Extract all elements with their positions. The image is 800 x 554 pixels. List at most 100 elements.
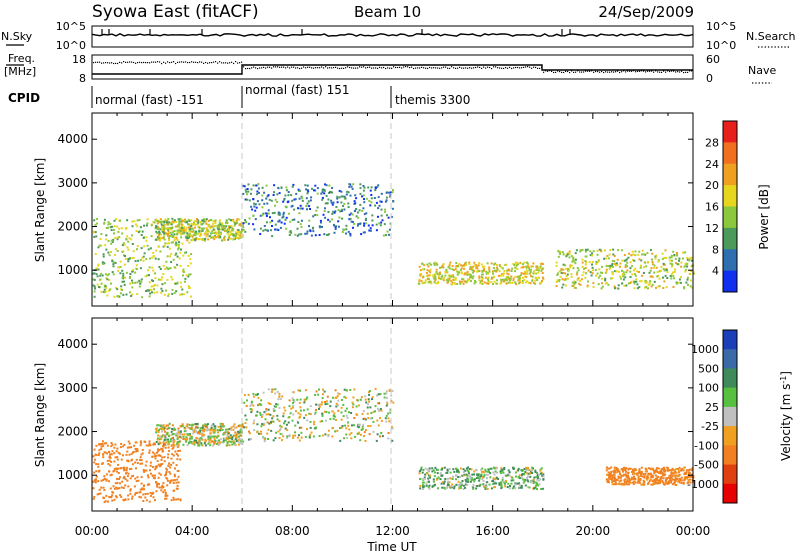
data-cell bbox=[536, 266, 539, 269]
data-cell bbox=[533, 476, 536, 479]
data-cell bbox=[323, 233, 326, 236]
data-cell bbox=[332, 417, 335, 420]
data-cell bbox=[437, 282, 440, 284]
data-cell bbox=[541, 280, 543, 282]
data-cell bbox=[655, 266, 658, 269]
data-cell bbox=[310, 234, 313, 237]
nave-dot bbox=[487, 66, 489, 68]
data-cell bbox=[291, 406, 294, 409]
data-cell bbox=[418, 279, 421, 282]
data-cell bbox=[176, 444, 179, 447]
data-cell bbox=[199, 221, 202, 224]
velocity-ylabel: Slant Range [km] bbox=[33, 363, 47, 467]
data-cell bbox=[242, 440, 245, 443]
data-cell bbox=[235, 233, 238, 236]
data-cell bbox=[172, 220, 175, 223]
data-cell bbox=[151, 291, 153, 294]
freq-label: Freq. bbox=[8, 52, 35, 65]
data-cell bbox=[359, 439, 362, 442]
data-cell bbox=[525, 477, 528, 479]
data-cell bbox=[633, 254, 636, 256]
data-cell bbox=[237, 233, 240, 236]
data-cell bbox=[617, 477, 620, 479]
data-cell bbox=[250, 409, 253, 412]
data-cell bbox=[436, 472, 439, 475]
data-cell bbox=[190, 253, 193, 256]
nave-dot bbox=[499, 67, 501, 69]
nave-dot bbox=[589, 70, 591, 72]
data-cell bbox=[473, 261, 476, 264]
data-cell bbox=[200, 437, 203, 440]
data-cell bbox=[670, 273, 673, 276]
data-cell bbox=[648, 271, 651, 274]
data-cell bbox=[348, 185, 351, 188]
data-cell bbox=[634, 250, 637, 253]
data-cell bbox=[155, 230, 158, 233]
nsky-right-bottom: 10^0 bbox=[706, 39, 736, 52]
data-cell bbox=[242, 184, 245, 187]
data-cell bbox=[629, 467, 632, 470]
data-cell bbox=[178, 439, 181, 442]
data-cell bbox=[686, 262, 689, 265]
data-cell bbox=[211, 435, 214, 438]
data-cell bbox=[506, 272, 509, 275]
data-cell bbox=[505, 279, 508, 282]
nave-dot bbox=[501, 67, 503, 69]
nave-dot bbox=[675, 71, 677, 73]
data-cell bbox=[213, 436, 216, 439]
data-cell bbox=[587, 280, 589, 283]
data-cell bbox=[180, 248, 182, 251]
data-cell bbox=[173, 239, 176, 242]
data-cell bbox=[362, 207, 365, 210]
data-cell bbox=[141, 462, 144, 465]
data-cell bbox=[661, 258, 664, 260]
nave-dot bbox=[317, 67, 319, 69]
data-cell bbox=[670, 256, 673, 259]
data-cell bbox=[282, 412, 285, 415]
data-cell bbox=[352, 403, 355, 406]
data-cell bbox=[456, 470, 459, 473]
nave-dot bbox=[417, 67, 419, 69]
data-cell bbox=[380, 214, 383, 217]
x-tick-label: 00:00 bbox=[676, 524, 711, 538]
nave-dot bbox=[267, 66, 269, 68]
data-cell bbox=[369, 417, 372, 420]
data-cell bbox=[139, 226, 142, 229]
data-cell bbox=[428, 484, 431, 487]
data-cell bbox=[267, 194, 270, 197]
data-cell bbox=[140, 278, 143, 281]
data-cell bbox=[534, 471, 537, 473]
data-cell bbox=[183, 220, 186, 223]
data-cell bbox=[127, 260, 130, 263]
data-cell bbox=[294, 233, 297, 236]
data-cell bbox=[168, 242, 170, 245]
data-cell bbox=[242, 228, 245, 231]
data-cell bbox=[269, 421, 272, 424]
data-cell bbox=[229, 225, 232, 228]
data-cell bbox=[526, 472, 529, 475]
data-cell bbox=[647, 467, 650, 470]
data-cell bbox=[229, 231, 232, 233]
data-cell bbox=[300, 226, 303, 228]
data-cell bbox=[296, 436, 299, 439]
data-cell bbox=[213, 435, 216, 438]
nave-dot bbox=[605, 71, 607, 73]
nave-dot bbox=[529, 66, 531, 68]
data-cell bbox=[178, 220, 181, 223]
data-cell bbox=[98, 443, 101, 446]
data-cell bbox=[175, 290, 178, 293]
data-cell bbox=[380, 409, 383, 412]
data-cell bbox=[171, 453, 174, 456]
data-cell bbox=[133, 220, 136, 223]
data-cell bbox=[680, 265, 683, 268]
data-cell bbox=[178, 231, 181, 234]
data-cell bbox=[293, 400, 296, 403]
nave-dot bbox=[113, 62, 115, 65]
data-cell bbox=[176, 263, 179, 266]
data-cell bbox=[429, 476, 432, 479]
data-cell bbox=[296, 420, 299, 423]
nave-dot bbox=[625, 71, 627, 73]
data-cell bbox=[95, 475, 98, 478]
data-cell bbox=[314, 394, 317, 396]
data-cell bbox=[161, 220, 163, 223]
